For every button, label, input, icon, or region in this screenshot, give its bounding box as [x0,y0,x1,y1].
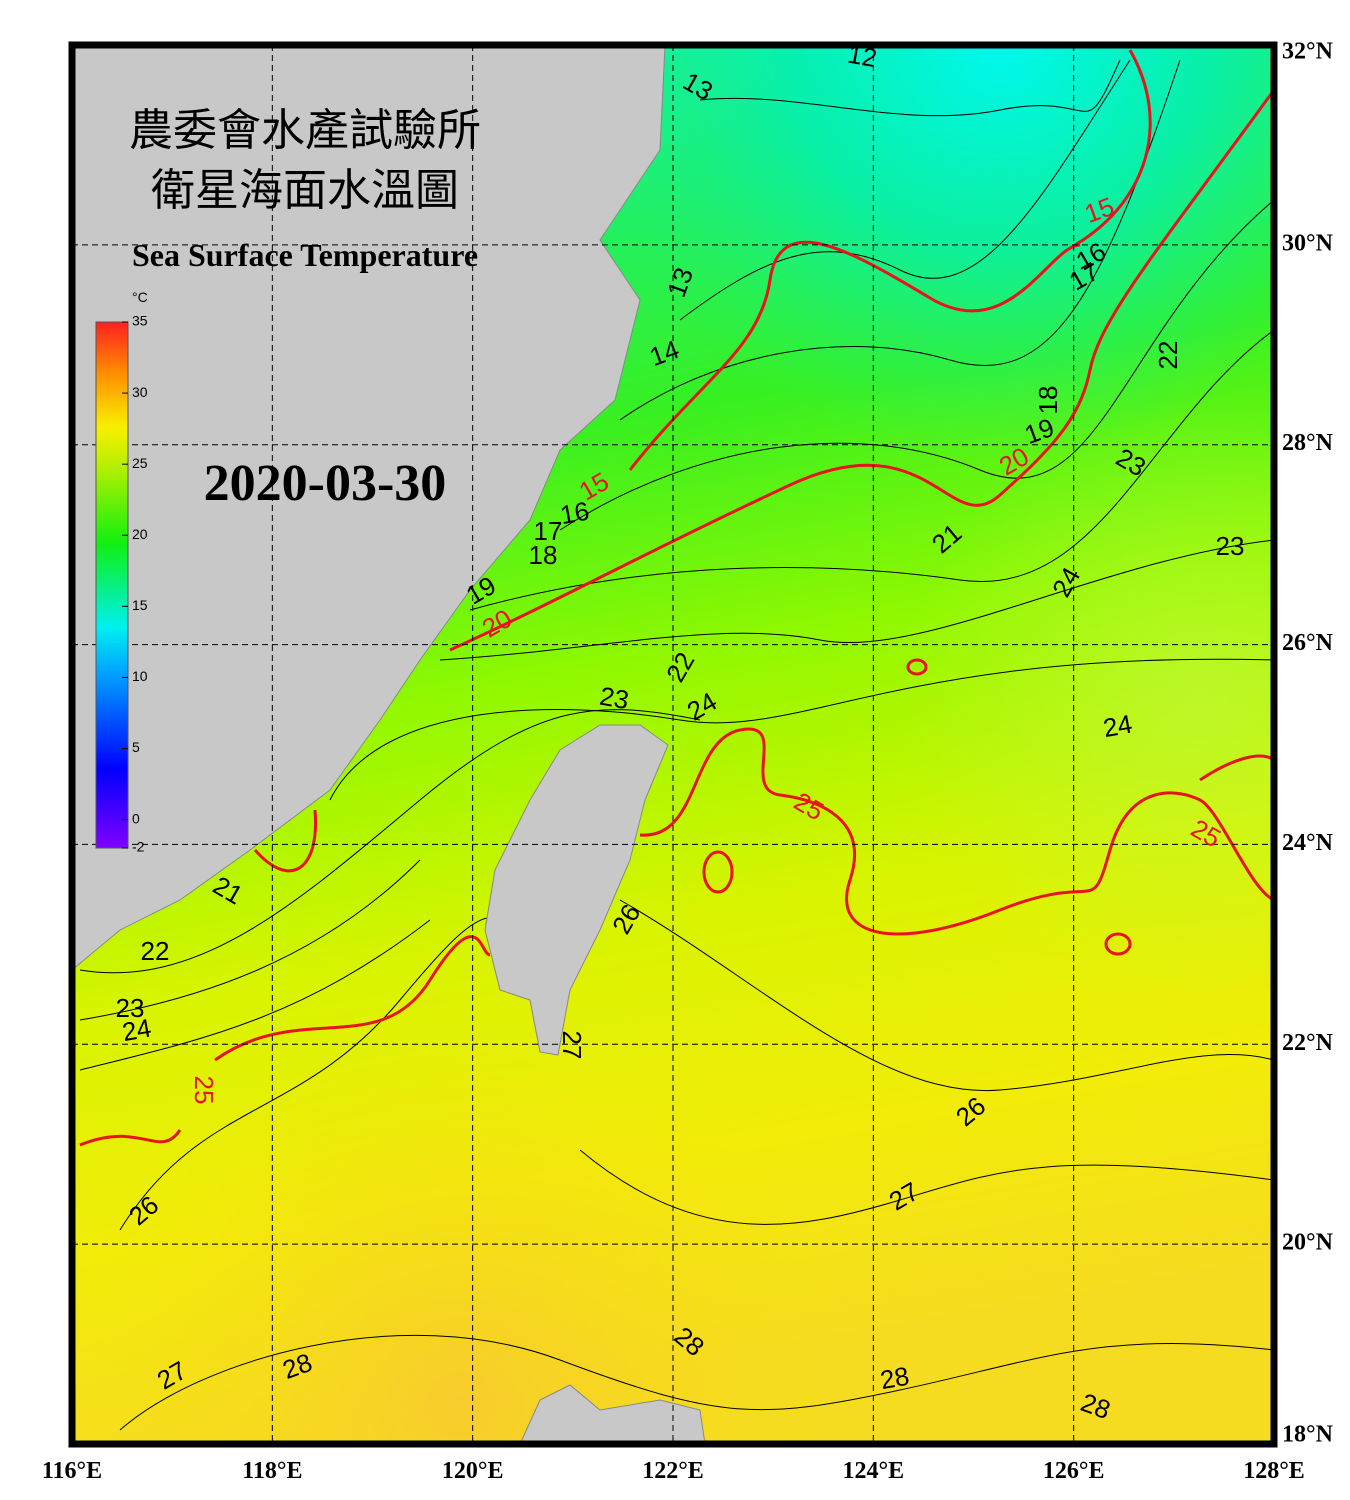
contour [253,809,318,873]
x-tick-label: 126°E [1043,1458,1105,1484]
y-tick-label: 24°N [1282,830,1334,856]
contour [469,329,1274,611]
contour [579,1149,1274,1225]
contour [639,727,1274,936]
y-tick-label: 30°N [1282,230,1334,256]
contour-label: 22 [1153,341,1183,370]
x-tick-label: 124°E [843,1458,905,1484]
contour-label: 18 [529,540,558,570]
contour-label: 24 [1101,709,1135,744]
contour [79,709,701,974]
y-tick-label: 32°N [1282,39,1334,65]
contour-label: 12 [846,39,880,74]
contour [702,850,734,894]
taiwan [484,724,669,1056]
contour [329,658,1274,801]
mainland [72,45,666,971]
colorbar [95,321,129,849]
contour [1104,932,1132,956]
contour-label: 23 [116,993,145,1023]
title-en: Sea Surface Temperature [132,237,478,273]
colorbar-tick-label: 0 [132,810,140,826]
contour-label: 23 [598,681,632,716]
contour [449,89,1274,652]
frame [68,41,1278,1448]
colorbar-tick-label: 15 [132,597,148,613]
title-zh: 衛星海面水溫圖 [151,166,459,215]
x-tick-label: 120°E [442,1458,504,1484]
contour [79,919,431,1071]
contour [79,935,491,1147]
contour [679,59,1131,321]
contour-label: 24 [120,1013,154,1048]
contour-label: 16 [558,496,592,531]
contour [79,859,421,1021]
contour [619,59,1181,421]
contour-label: 23 [1216,531,1245,561]
colorbar-unit: °C [132,289,148,305]
y-tick-label: 28°N [1282,430,1334,456]
contour [119,1334,1274,1431]
contour-label: 17 [534,516,563,546]
x-tick-label: 128°E [1243,1458,1305,1484]
colorbar-tick-label: 35 [132,313,148,329]
contour-label: 28 [878,1361,912,1396]
x-tick-label: 116°E [42,1458,102,1484]
x-tick-label: 118°E [242,1458,302,1484]
colorbar-tick-label: 25 [132,455,148,471]
date: 2020-03-30 [204,455,447,512]
x-tick-label: 122°E [642,1458,704,1484]
title-zh: 農委會水產試驗所 [129,106,481,155]
y-tick-label: 26°N [1282,630,1334,656]
contour-label: 27 [557,1031,587,1060]
contour [439,539,1274,661]
colorbar-tick-label: 30 [132,384,148,400]
land [72,45,706,1444]
contour [1199,754,1274,782]
y-tick-label: 20°N [1282,1230,1334,1256]
luzon [519,1384,706,1444]
colorbar-tick-label: 10 [132,668,148,684]
colorbar-tick-label: 20 [132,526,148,542]
y-tick-label: 18°N [1282,1422,1334,1448]
contour [559,199,1274,531]
contour [906,658,928,676]
contour [1074,49,1152,247]
contour [699,59,1121,117]
contour-label: 25 [189,1076,219,1105]
contour [619,899,1274,1092]
contour-label: 22 [141,936,170,966]
colorbar-tick-label: 5 [132,739,140,755]
y-tick-label: 22°N [1282,1030,1334,1056]
colorbar-tick-label: -2 [132,839,145,855]
contour-label: 18 [1033,386,1063,415]
